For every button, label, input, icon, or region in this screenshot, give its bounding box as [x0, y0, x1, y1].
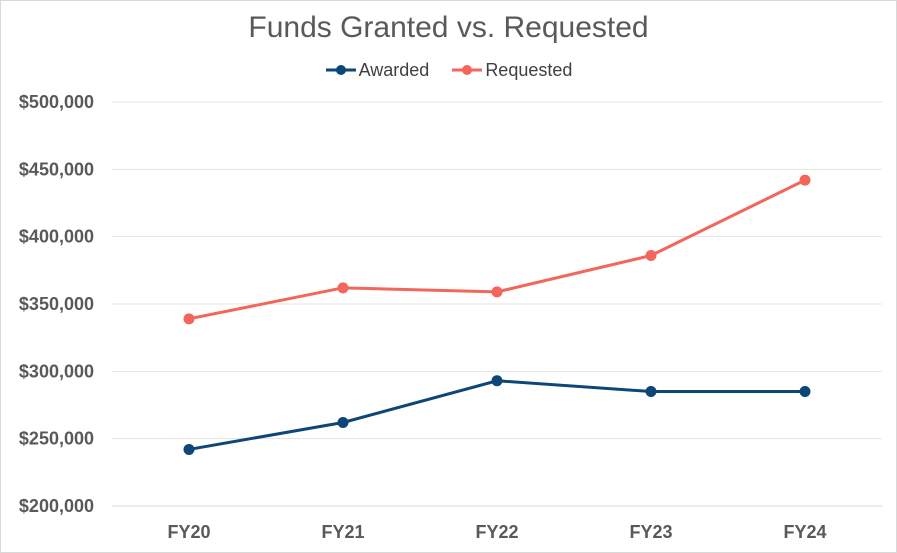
legend-item-requested: Requested [451, 60, 572, 81]
x-tick-label: FY20 [167, 522, 210, 542]
y-tick-label: $400,000 [19, 227, 94, 247]
legend-swatch-awarded [325, 65, 356, 75]
data-point-requested [337, 282, 349, 294]
x-tick-label: FY21 [321, 522, 364, 542]
series-line-requested [188, 178, 806, 321]
legend-marker-requested [462, 65, 473, 75]
data-point-awarded [183, 443, 195, 455]
data-point-requested [183, 313, 195, 325]
y-tick-label: $200,000 [19, 496, 94, 516]
y-tick-label: $500,000 [19, 92, 94, 112]
x-axis-tick-labels: FY20 FY21 FY22 FY23 FY24 [167, 522, 826, 542]
data-point-awarded [799, 386, 811, 398]
chart-title: Funds Granted vs. Requested [248, 11, 649, 44]
data-point-awarded [337, 417, 349, 429]
x-tick-label: FY23 [629, 522, 672, 542]
legend-marker-awarded [335, 65, 346, 75]
legend-label-awarded: Awarded [358, 59, 430, 80]
y-tick-label: $250,000 [19, 429, 94, 449]
legend-swatch-requested [452, 65, 483, 75]
series-group [183, 174, 811, 455]
data-point-awarded [645, 386, 657, 398]
y-axis-tick-labels: $200,000 $250,000 $300,000 $350,000 $400,000… [19, 92, 94, 516]
legend-item-awarded: Awarded [325, 59, 430, 81]
data-point-requested [491, 286, 503, 298]
y-tick-label: $450,000 [19, 159, 94, 179]
legend-label-requested: Requested [485, 59, 573, 80]
legend: Awarded Requested [0, 58, 897, 82]
data-point-requested [645, 250, 657, 262]
y-tick-label: $350,000 [19, 294, 94, 314]
gridlines [112, 101, 882, 507]
data-point-requested [799, 174, 811, 186]
data-point-awarded [491, 375, 503, 387]
x-tick-label: FY24 [783, 522, 826, 542]
x-tick-label: FY22 [475, 522, 518, 542]
y-tick-label: $300,000 [19, 361, 94, 381]
